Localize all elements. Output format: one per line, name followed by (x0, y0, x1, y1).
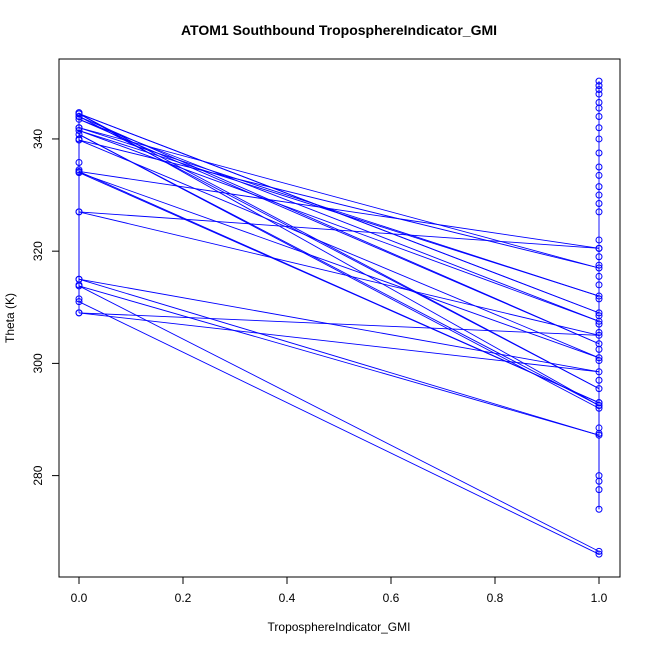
data-point (595, 424, 603, 432)
x-tick-label: 1.0 (591, 591, 608, 605)
data-point (595, 357, 603, 365)
data-point (595, 208, 603, 216)
y-tick-label: 340 (31, 129, 45, 149)
series-segment (78, 312, 600, 373)
series-segment (78, 113, 600, 314)
data-point (75, 110, 83, 118)
series-segment (78, 134, 600, 409)
data-point (75, 275, 83, 283)
data-point (595, 329, 603, 337)
data-point (595, 82, 603, 90)
x-tick-label: 0.0 (71, 591, 88, 605)
data-point (595, 86, 603, 94)
data-point (595, 264, 603, 272)
series-segment (78, 301, 600, 555)
y-tick-label: 300 (31, 353, 45, 373)
data-point (595, 124, 603, 132)
series-segment (78, 172, 600, 404)
data-point (75, 295, 83, 303)
series-segment (78, 113, 600, 406)
data-point (595, 472, 603, 480)
series-segment (78, 139, 600, 359)
data-point (595, 281, 603, 289)
series-segment (78, 113, 600, 390)
data-point (595, 320, 603, 328)
data-point (595, 550, 603, 558)
data-point (595, 331, 603, 339)
series-segment (78, 278, 600, 436)
x-axis-label: TroposphereIndicator_GMI (268, 620, 411, 634)
data-point (595, 261, 603, 269)
data-point (595, 368, 603, 376)
data-point (595, 113, 603, 120)
data-point (75, 127, 83, 135)
data-point (595, 312, 603, 320)
series-segment (78, 127, 600, 269)
data-point (75, 124, 83, 132)
data-point (595, 272, 603, 280)
data-point (595, 401, 603, 409)
data-point (595, 295, 603, 303)
series-segment (78, 171, 600, 249)
data-series (75, 77, 603, 558)
y-tick-label: 320 (31, 241, 45, 261)
data-point (595, 354, 603, 362)
data-point (595, 183, 603, 191)
data-point (75, 113, 83, 120)
data-point (595, 292, 603, 300)
y-axis: 280 300 320 340 (31, 129, 60, 486)
data-point (75, 169, 83, 177)
data-point (595, 236, 603, 244)
data-point (595, 486, 603, 494)
data-point (595, 345, 603, 353)
x-tick-label: 0.2 (175, 591, 192, 605)
x-tick-label: 0.8 (487, 591, 504, 605)
data-point (595, 77, 603, 85)
chart-title: ATOM1 Southbound TroposphereIndicator_GM… (181, 22, 497, 38)
data-point (595, 385, 603, 393)
data-point (75, 309, 83, 317)
series-segment (78, 116, 600, 345)
x-tick-label: 0.6 (383, 591, 400, 605)
y-axis-label: Theta (K) (3, 293, 17, 343)
series-segment (78, 312, 600, 336)
data-point (595, 90, 603, 98)
series-segment (78, 285, 600, 436)
data-point (595, 135, 603, 143)
x-tick-label: 0.4 (279, 591, 296, 605)
data-point (595, 163, 603, 171)
data-point (75, 208, 83, 216)
series-segment (78, 211, 600, 336)
data-point (595, 547, 603, 555)
data-point (595, 171, 603, 179)
x-axis: 0.0 0.2 0.4 0.6 0.8 1.0 (71, 576, 608, 605)
data-point (595, 199, 603, 207)
data-point (595, 505, 603, 513)
data-point (595, 253, 603, 261)
data-point (595, 399, 603, 407)
data-point (75, 159, 83, 167)
data-point (595, 98, 603, 106)
data-point (595, 149, 603, 157)
data-point (595, 309, 603, 317)
data-point (75, 130, 83, 138)
data-point (75, 298, 83, 306)
data-point (595, 191, 603, 199)
y-tick-label: 280 (31, 465, 45, 485)
series-segment (78, 118, 600, 322)
series-segment (78, 285, 600, 552)
data-point (75, 282, 83, 290)
series-segment (78, 172, 600, 359)
data-point (595, 376, 603, 384)
data-point (595, 244, 603, 252)
